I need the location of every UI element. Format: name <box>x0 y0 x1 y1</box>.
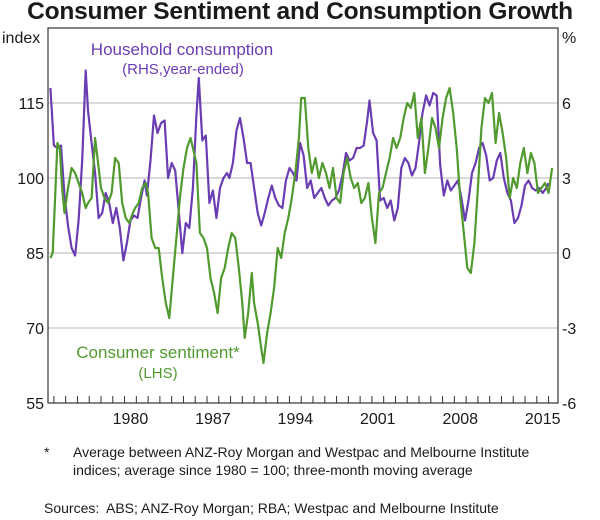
right-tick-label: -3 <box>562 321 576 338</box>
left-axis-labels: 55 70 85 100 115 <box>17 96 44 413</box>
plot-frame <box>47 27 559 404</box>
sources-line: Sources: ABS; ANZ-Roy Morgan; RBA; Westpa… <box>44 499 499 517</box>
consumer-sentiment-label: Consumer sentiment* <box>76 343 240 362</box>
sources-text: ABS; ANZ-Roy Morgan; RBA; Westpac and Me… <box>106 500 499 516</box>
x-tick-label: 1994 <box>278 411 314 428</box>
x-tick-label: 2008 <box>442 411 478 428</box>
left-tick-label: 70 <box>26 321 44 338</box>
right-tick-label: 6 <box>562 96 571 113</box>
consumer-sentiment-sublabel: (LHS) <box>138 365 177 382</box>
x-tick-label: 2015 <box>525 411 561 428</box>
right-tick-label: 3 <box>562 171 571 188</box>
right-tick-label: 0 <box>562 246 571 263</box>
left-tick-label: 100 <box>17 171 44 188</box>
x-tick-label: 1980 <box>113 411 149 428</box>
right-tick-label: -6 <box>562 396 576 413</box>
left-tick-label: 55 <box>26 396 44 413</box>
chart-title: Consumer Sentiment and Consumption Growt… <box>27 0 573 25</box>
right-axis-labels: -6 -3 0 3 6 <box>562 96 576 413</box>
x-axis-ticks <box>53 396 550 403</box>
chart: 55 70 85 100 115 -6 -3 0 3 6 1980 1987 1994 2001 200… <box>2 27 576 428</box>
series-lines <box>49 69 554 365</box>
x-tick-label: 1987 <box>195 411 231 428</box>
sources-label: Sources: <box>44 500 100 516</box>
household-consumption-line <box>49 69 550 262</box>
footnote-text: Average between ANZ-Roy Morgan and Westp… <box>73 444 530 478</box>
x-axis-labels: 1980 1987 1994 2001 2008 2015 <box>113 411 561 428</box>
household-consumption-label: Household consumption <box>91 40 273 59</box>
left-axis-unit: index <box>2 30 40 47</box>
footnote-marker: * <box>44 444 50 460</box>
right-axis-unit: % <box>562 30 576 47</box>
x-tick-label: 2001 <box>360 411 396 428</box>
household-consumption-sublabel: (RHS,year-ended) <box>122 61 244 78</box>
consumer-sentiment-line <box>49 86 554 365</box>
left-tick-label: 115 <box>18 96 44 113</box>
gridlines <box>48 102 558 329</box>
left-tick-label: 85 <box>26 246 44 263</box>
